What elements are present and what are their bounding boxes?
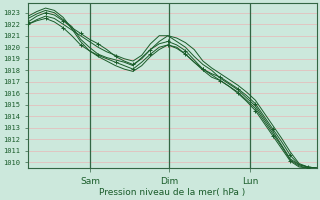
X-axis label: Pression niveau de la mer( hPa ): Pression niveau de la mer( hPa )	[99, 188, 245, 197]
